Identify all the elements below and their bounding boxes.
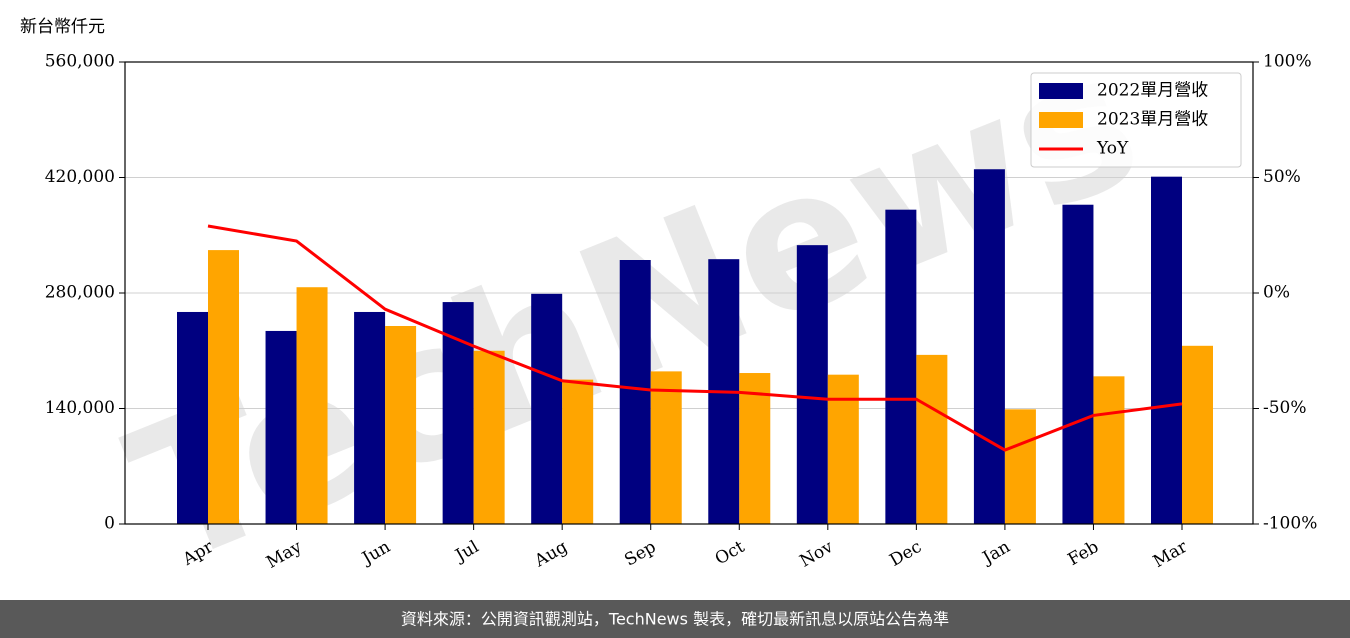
bar	[796, 245, 828, 524]
legend-box	[1030, 72, 1242, 168]
bar	[473, 350, 505, 524]
plot-frame	[124, 61, 1254, 525]
bar	[177, 311, 208, 524]
bar	[385, 326, 417, 524]
y2-tick-label: -100%	[1263, 514, 1317, 534]
bar	[354, 311, 386, 524]
bar	[827, 374, 859, 524]
y2-tick-label: 50%	[1263, 167, 1301, 187]
bar	[650, 371, 682, 524]
bar	[531, 293, 563, 524]
bar	[1004, 409, 1036, 524]
footer-bar	[0, 600, 1350, 638]
bar	[208, 250, 239, 524]
y2-tick-label: 100%	[1263, 52, 1312, 72]
bar	[1062, 204, 1094, 524]
footer-text: 資料來源：公開資訊觀測站，TechNews 製表，確切最新訊息以原站公告為準	[401, 610, 949, 629]
legend-label: 2022單月營收	[1097, 81, 1208, 101]
bar	[973, 169, 1005, 524]
y-tick-label: 0	[104, 514, 115, 534]
yoy-line	[207, 224, 1183, 452]
legend-swatch	[1039, 112, 1083, 128]
legend: 2022單月營收 2023單月營收 YoY	[1030, 72, 1242, 168]
bar	[1182, 345, 1213, 524]
bar	[1093, 376, 1125, 524]
y-tick-label: 140,000	[45, 398, 115, 418]
bar	[296, 287, 328, 524]
y-tick-label: 420,000	[45, 167, 115, 187]
bar	[562, 379, 594, 524]
bar	[1151, 176, 1182, 525]
legend-label: YoY	[1096, 139, 1129, 159]
y-tick-label: 280,000	[45, 283, 115, 303]
legend-label: 2023單月營收	[1097, 110, 1208, 130]
bar	[885, 209, 917, 525]
bar	[265, 330, 297, 524]
bar	[916, 354, 948, 524]
y-tick-label: 560,000	[45, 52, 115, 72]
bar	[739, 373, 771, 524]
y2-tick-label: 0%	[1263, 283, 1290, 303]
legend-swatch	[1039, 83, 1083, 99]
y2-tick-label: -50%	[1263, 398, 1307, 418]
bar	[619, 260, 651, 524]
y-axis-label: 新台幣仟元	[20, 17, 105, 37]
